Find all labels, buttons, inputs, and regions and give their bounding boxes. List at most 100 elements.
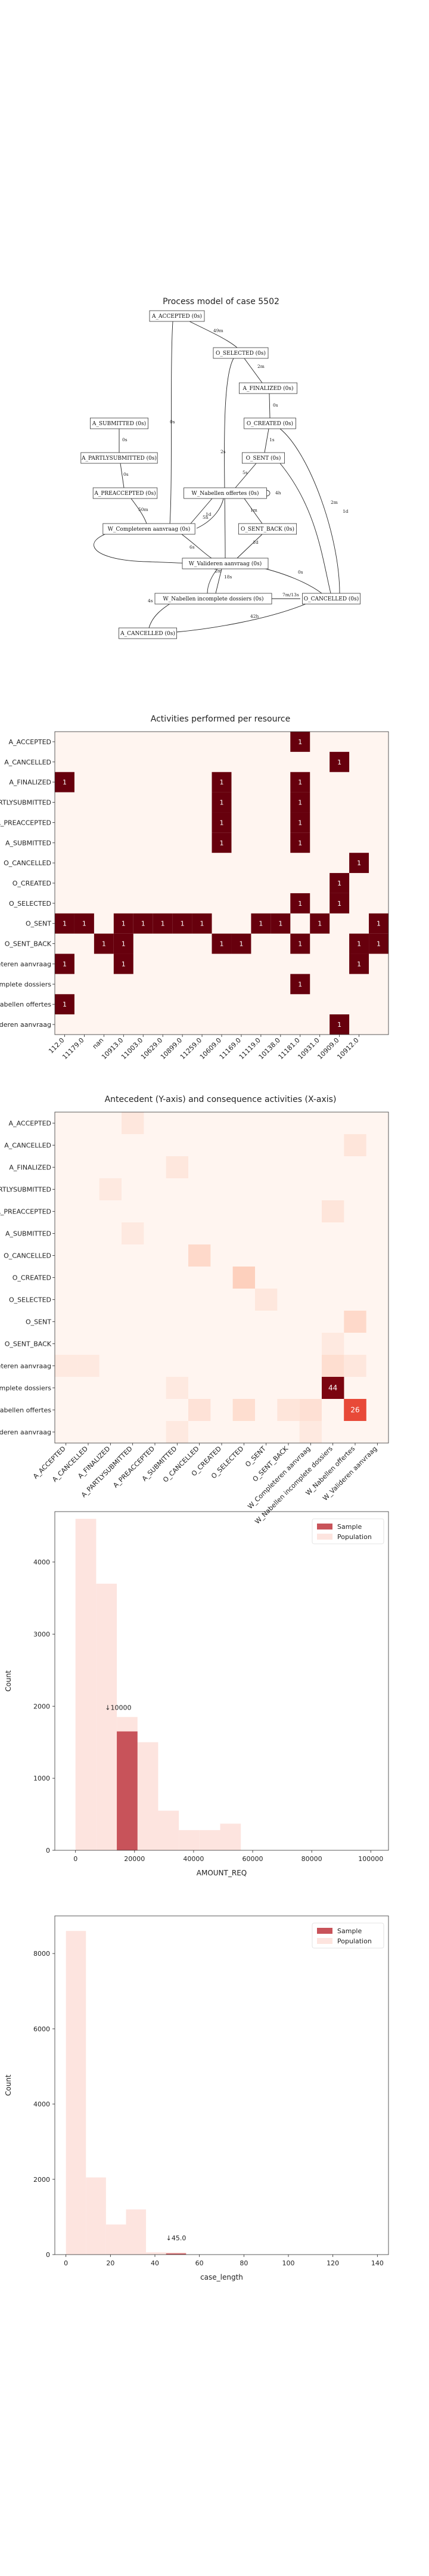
process-edge-path bbox=[190, 498, 213, 524]
process-node-box bbox=[89, 417, 148, 429]
process-node: A_ACCEPTED (0s) bbox=[149, 310, 205, 322]
process-node-box bbox=[244, 417, 296, 429]
heatmap-cell bbox=[153, 913, 173, 934]
heatmap-cell bbox=[322, 1377, 344, 1399]
process-edge-label: 0s bbox=[298, 569, 303, 575]
heatmap-row-label: A_ACCEPTED bbox=[9, 1120, 51, 1128]
process-edge-label: 5h bbox=[203, 515, 209, 520]
process-model-title: Process model of case 5502 bbox=[163, 297, 279, 306]
heatmap-row-label: A_PREACCEPTED bbox=[0, 1208, 51, 1216]
heatmap-cell bbox=[322, 1333, 344, 1355]
heatmap-cell bbox=[133, 913, 153, 934]
process-edge: 1d bbox=[190, 498, 213, 524]
process-node: O_SELECTED (0s) bbox=[213, 347, 269, 359]
heatmap-cell bbox=[329, 1014, 350, 1035]
population-bar bbox=[146, 2252, 166, 2255]
process-node-label: W_Nabellen incomplete dossiers (0s) bbox=[163, 596, 263, 602]
sample-value-annotation: ↓10000 bbox=[105, 1704, 131, 1711]
resource-heatmap-title: Activities performed per resource bbox=[151, 714, 290, 724]
heatmap-cell bbox=[192, 913, 212, 934]
legend-label-population: Population bbox=[337, 1937, 372, 1945]
legend-swatch-sample bbox=[317, 1524, 332, 1530]
process-node: W_Nabellen offertes (0s) bbox=[184, 487, 267, 499]
process-edge: 5s bbox=[235, 463, 257, 488]
process-node-label: A_ACCEPTED (0s) bbox=[151, 313, 202, 320]
heatmap-cell-value: 1 bbox=[102, 940, 106, 948]
heatmap-cell-value: 1 bbox=[298, 839, 302, 847]
legend-swatch-population bbox=[317, 1938, 332, 1944]
process-node: W_Valideren aanvraag (0s) bbox=[182, 558, 269, 569]
heatmap-cell-value: 44 bbox=[328, 1384, 337, 1392]
process-node: W_Completeren aanvraag (0s) bbox=[102, 523, 195, 535]
y-tick-label: 0 bbox=[46, 2251, 50, 2259]
legend: Sample Population bbox=[312, 1922, 384, 1949]
x-tick-label: 20000 bbox=[124, 1855, 145, 1863]
heatmap-cell-value: 1 bbox=[278, 920, 282, 928]
process-model-nodes: A_ACCEPTED (0s) O_SELECTED (0s) A_FINALIZE… bbox=[80, 310, 360, 639]
process-edge-path bbox=[196, 498, 224, 529]
process-edge-path bbox=[207, 568, 218, 594]
heatmap-cell-value: 1 bbox=[298, 779, 302, 787]
process-edge: 42h bbox=[176, 602, 310, 633]
heatmap-cell bbox=[188, 1399, 211, 1421]
process-edge-label: 7m/13s bbox=[282, 592, 299, 597]
process-node: A_PARTLYSUBMITTED (0s) bbox=[80, 452, 158, 464]
heatmap-cell bbox=[329, 751, 350, 772]
process-node: A_SUBMITTED (0s) bbox=[89, 417, 148, 429]
heatmap-cell bbox=[166, 1156, 188, 1178]
heatmap-cell-value: 1 bbox=[318, 920, 322, 928]
process-node-label: W_Valideren aanvraag (0s) bbox=[189, 561, 262, 567]
process-node-box bbox=[149, 310, 205, 322]
sample-bar bbox=[117, 1731, 138, 1850]
heatmap-cell-value: 1 bbox=[200, 920, 204, 928]
y-tick-label: 4000 bbox=[33, 1559, 50, 1566]
process-node-box bbox=[213, 347, 269, 359]
process-edge-label: 1d bbox=[253, 540, 259, 545]
population-bar bbox=[179, 1830, 200, 1850]
process-node: O_SENT (0s) bbox=[241, 452, 285, 464]
heatmap-row-label: W_Completeren aanvraag bbox=[0, 1363, 51, 1370]
heatmap-cell-value: 1 bbox=[357, 859, 361, 867]
process-node-label: A_PARTLYSUBMITTED (0s) bbox=[81, 455, 157, 462]
heatmap-cell bbox=[322, 1200, 344, 1222]
heatmap-row-label: O_CANCELLED bbox=[4, 859, 51, 867]
heatmap-cell-value: 1 bbox=[377, 940, 381, 948]
heatmap-cell-value: 1 bbox=[357, 960, 361, 968]
process-edge-label: 6s bbox=[189, 544, 195, 550]
plot-frame bbox=[54, 1915, 389, 2255]
x-tick-label: 100 bbox=[282, 2259, 295, 2267]
x-axis-label: AMOUNT_REQ bbox=[197, 1869, 247, 1877]
process-node-box bbox=[102, 523, 195, 535]
heatmap-cell bbox=[277, 1399, 300, 1421]
process-edge: 1m bbox=[244, 498, 263, 524]
process-edge-label: 4s bbox=[148, 598, 153, 603]
heatmap-cell bbox=[122, 1112, 144, 1134]
plot-frame bbox=[54, 1511, 389, 1851]
heatmap-row-label: O_SENT bbox=[26, 920, 51, 928]
heatmap-cell-value: 1 bbox=[122, 920, 126, 928]
heatmap-cell bbox=[94, 933, 114, 954]
process-edge-path bbox=[176, 602, 310, 633]
heatmap-cell-value: 1 bbox=[298, 940, 302, 948]
process-model-edges: 49m2m0s1s0s0s50m0s5h5s1m1d4h1d6s2s0s18s2… bbox=[94, 321, 349, 633]
sample-value-annotation: ↓45.0 bbox=[166, 2234, 186, 2242]
heatmap-row-label: A_PREACCEPTED bbox=[0, 819, 51, 826]
heatmap-row-label: W_Valideren aanvraag bbox=[0, 1021, 51, 1029]
legend-label-population: Population bbox=[337, 1533, 372, 1541]
process-edge: 5h bbox=[196, 498, 224, 529]
process-node: A_CANCELLED (0s) bbox=[118, 627, 177, 639]
heatmap-row-label: W_Completeren aanvraag bbox=[0, 960, 51, 968]
population-bar bbox=[199, 1830, 220, 1850]
process-node: O_SENT_BACK (0s) bbox=[238, 523, 297, 535]
heatmap-cell bbox=[99, 1178, 122, 1200]
heatmap-cell-value: 1 bbox=[298, 900, 302, 908]
heatmap-frame bbox=[54, 731, 389, 1035]
population-bar bbox=[75, 1519, 97, 1850]
heatmap-cell bbox=[290, 832, 310, 853]
process-edge-path bbox=[269, 393, 271, 419]
heatmap-row-label: O_CREATED bbox=[13, 1274, 51, 1282]
process-edge-label: 2m bbox=[214, 568, 222, 574]
heatmap-cell bbox=[344, 1311, 366, 1333]
process-edge-path bbox=[244, 498, 263, 524]
